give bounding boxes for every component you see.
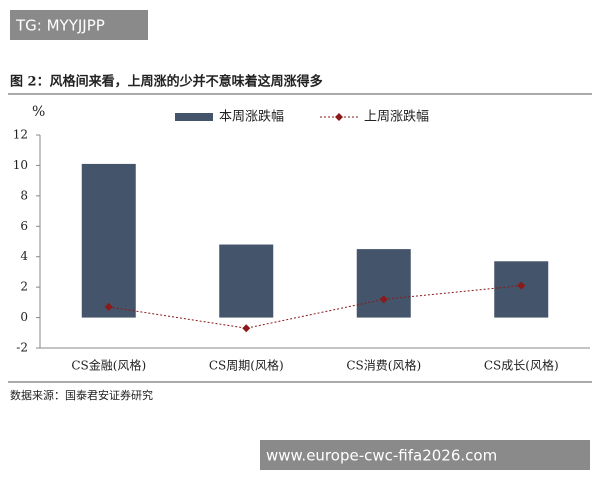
legend-swatch: [175, 113, 213, 121]
line: [108, 285, 522, 329]
y-tick-label: 10: [13, 158, 28, 172]
legend-marker: [335, 113, 343, 121]
y-tick-label: 0: [20, 310, 28, 324]
x-tick-label: CS成长(风格): [484, 358, 559, 373]
legend-label: 上周涨跌幅: [364, 109, 429, 125]
source: 数据来源：国泰君安证券研究: [10, 388, 153, 402]
bar: [81, 163, 136, 318]
y-tick-label: -2: [16, 341, 28, 355]
chart-title: 图 2：风格间来看，上周涨的少并不意味着这周涨得多: [10, 74, 323, 90]
watermark-box: [10, 10, 148, 40]
y-axis-label: %: [32, 104, 45, 120]
y-tick-label: 4: [20, 249, 28, 263]
watermark: TG: MYYJJPP: [15, 17, 105, 35]
line-marker: [242, 324, 251, 333]
bar: [356, 249, 411, 318]
bar: [219, 244, 274, 318]
legend-label: 本周涨跌幅: [219, 109, 284, 125]
line-marker: [379, 295, 388, 304]
line-marker: [104, 302, 113, 311]
y-tick-label: 8: [20, 188, 28, 202]
y-tick-label: 12: [13, 128, 28, 142]
y-tick-label: 6: [20, 219, 28, 233]
watermark: www.europe-cwc-fifa2026.com: [266, 447, 497, 465]
line-marker: [517, 281, 526, 290]
x-tick-label: CS周期(风格): [209, 358, 284, 373]
x-tick-label: CS金融(风格): [71, 358, 146, 373]
watermark-box: [260, 440, 590, 470]
y-tick-label: 2: [20, 280, 28, 294]
x-tick-label: CS消费(风格): [346, 358, 421, 373]
